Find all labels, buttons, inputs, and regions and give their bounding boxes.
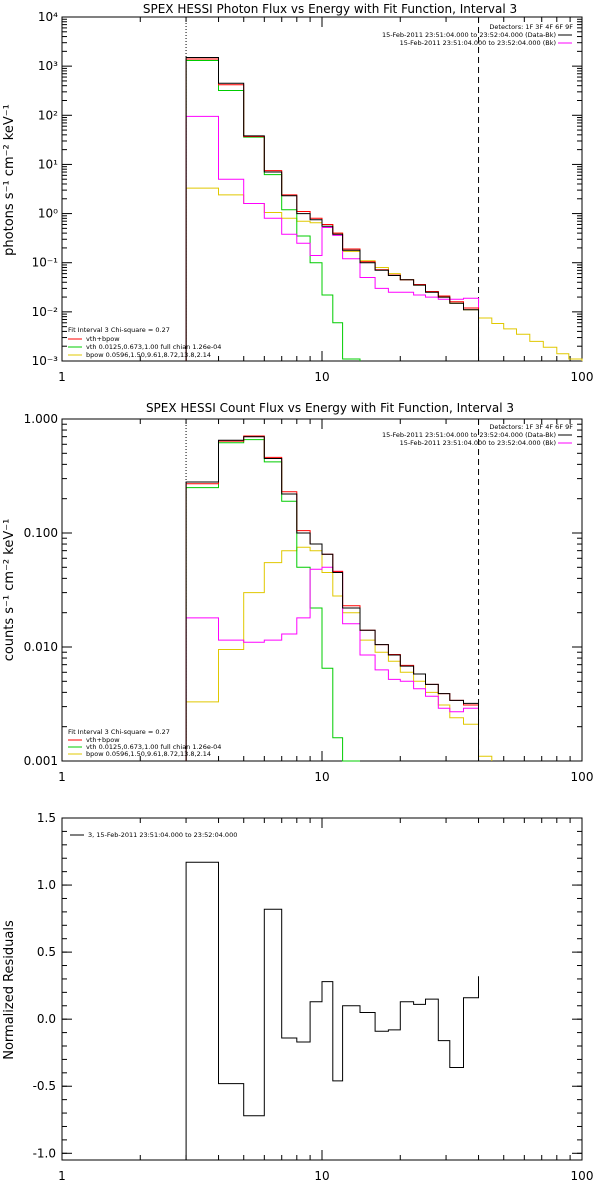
count-fit-interval: Fit Interval 3 Chi-square = 0.27 — [68, 728, 170, 736]
photon-series-total — [185, 57, 479, 361]
photon-ytick-label: 10⁴ — [38, 10, 58, 24]
photon-ytick-label: 10⁻³ — [32, 354, 59, 368]
count-legend-detectors: Detectors: 1F 3F 4F 6F 9F — [489, 423, 573, 431]
count-xtick-label: 1 — [58, 770, 66, 784]
count-title: SPEX HESSI Count Flux vs Energy with Fit… — [146, 401, 514, 415]
residual-ylabel: Normalized Residuals — [2, 920, 17, 1060]
residual-series — [185, 861, 479, 1160]
photon-panel: SPEX HESSI Photon Flux vs Energy with Fi… — [2, 2, 593, 384]
photon-fit-bpow: bpow 0.0596,1.50,9.61,8.72,13.8,2.14 — [86, 351, 211, 359]
residual-legend-text: 3, 15-Feb-2011 23:51:04.000 to 23:52:04.… — [88, 831, 237, 839]
count-ytick-label: 0.100 — [24, 526, 58, 540]
photon-xtick-label: 100 — [571, 370, 594, 384]
count-series-group — [185, 419, 493, 762]
residual-xtick-label: 10 — [314, 1169, 329, 1183]
residual-series-group — [185, 861, 479, 1160]
photon-xtick-label: 10 — [314, 370, 329, 384]
photon-legend-detectors: Detectors: 1F 3F 4F 6F 9F — [489, 23, 573, 31]
residual-xtick-label: 100 — [571, 1169, 594, 1183]
residual-ytick-label: -0.5 — [33, 1079, 56, 1093]
count-fit-bpow: bpow 0.0596,1.50,9.61,8.72,13.8,2.14 — [86, 750, 211, 758]
residual-axes: 1 10 100 -1.0 -0.5 0.0 0.5 1.0 1.5 — [33, 811, 594, 1183]
residual-ytick-label: 1.0 — [37, 878, 56, 892]
residual-xtick-label: 1 — [58, 1169, 66, 1183]
photon-title: SPEX HESSI Photon Flux vs Energy with Fi… — [143, 2, 517, 16]
count-series-bpow — [185, 546, 493, 761]
count-legend-data-bk: 15-Feb-2011 23:51:04.000 to 23:52:04.000… — [382, 431, 556, 439]
photon-series-vth — [185, 60, 361, 361]
residual-ytick-label: -1.0 — [33, 1146, 56, 1160]
photon-fit-model: vth+bpow — [86, 335, 120, 343]
count-xtick-label: 100 — [571, 770, 594, 784]
count-ytick-label: 0.001 — [24, 754, 58, 768]
count-axes: 1 10 100 0.001 0.010 0.100 1.000 — [24, 412, 594, 784]
photon-ytick-label: 10¹ — [38, 157, 58, 171]
photon-legend-bk: 15-Feb-2011 23:51:04.000 to 23:52:04.000… — [400, 39, 556, 47]
residual-ytick-label: 1.5 — [37, 811, 56, 825]
count-series-vth — [185, 439, 360, 762]
count-fit-legend: Fit Interval 3 Chi-square = 0.27 vth+bpo… — [68, 728, 221, 758]
count-panel: SPEX HESSI Count Flux vs Energy with Fit… — [2, 401, 593, 784]
photon-ytick-label: 10⁻² — [32, 305, 59, 319]
photon-ylabel: photons s⁻¹ cm⁻² keV⁻¹ — [2, 104, 17, 256]
count-ytick-label: 0.010 — [24, 640, 58, 654]
photon-plot-frame — [61, 16, 583, 362]
count-fit-model: vth+bpow — [86, 736, 120, 744]
photon-ytick-label: 10⁻¹ — [32, 256, 59, 270]
count-series-total — [185, 436, 479, 761]
residual-ytick-label: 0.0 — [37, 1012, 56, 1026]
count-fit-vth: vth 0.0125,0.673,1.00 full chian 1.26e-0… — [86, 743, 221, 751]
count-legend: Detectors: 1F 3F 4F 6F 9F 15-Feb-2011 23… — [382, 423, 573, 447]
residual-legend: 3, 15-Feb-2011 23:51:04.000 to 23:52:04.… — [70, 831, 237, 839]
photon-series-group — [185, 17, 583, 361]
photon-legend-data-bk: 15-Feb-2011 23:51:04.000 to 23:52:04.000… — [382, 31, 556, 39]
count-xtick-label: 10 — [314, 770, 329, 784]
residual-panel: Normalized Residuals 1 10 100 -1.0 -0.5 0.0 0.… — [2, 811, 593, 1183]
photon-legend: Detectors: 1F 3F 4F 6F 9F 15-Feb-2011 23… — [382, 23, 573, 47]
photon-series-background — [185, 115, 479, 361]
photon-ytick-label: 10³ — [38, 59, 58, 73]
photon-xtick-label: 1 — [58, 370, 66, 384]
photon-axes: 1 10 100 10⁻³ 10⁻² 10⁻¹ 10⁰ 10¹ 10² 10³ 10⁴ — [32, 10, 594, 384]
count-series-background — [185, 566, 479, 761]
photon-ytick-label: 10² — [38, 108, 58, 122]
photon-fit-interval: Fit Interval 3 Chi-square = 0.27 — [68, 326, 170, 334]
count-plot-frame — [61, 418, 583, 762]
residual-ytick-label: 0.5 — [37, 945, 56, 959]
count-ylabel: counts s⁻¹ cm⁻² keV⁻¹ — [2, 519, 17, 662]
photon-series-bpow — [185, 187, 583, 361]
photon-ytick-label: 10⁰ — [38, 207, 58, 221]
count-ytick-label: 1.000 — [24, 412, 58, 426]
count-legend-bk: 15-Feb-2011 23:51:04.000 to 23:52:04.000… — [400, 439, 556, 447]
photon-fit-legend: Fit Interval 3 Chi-square = 0.27 vth+bpo… — [68, 326, 221, 359]
photon-fit-vth: vth 0.0125,0.673,1.00 full chian 1.26e-0… — [86, 343, 221, 351]
